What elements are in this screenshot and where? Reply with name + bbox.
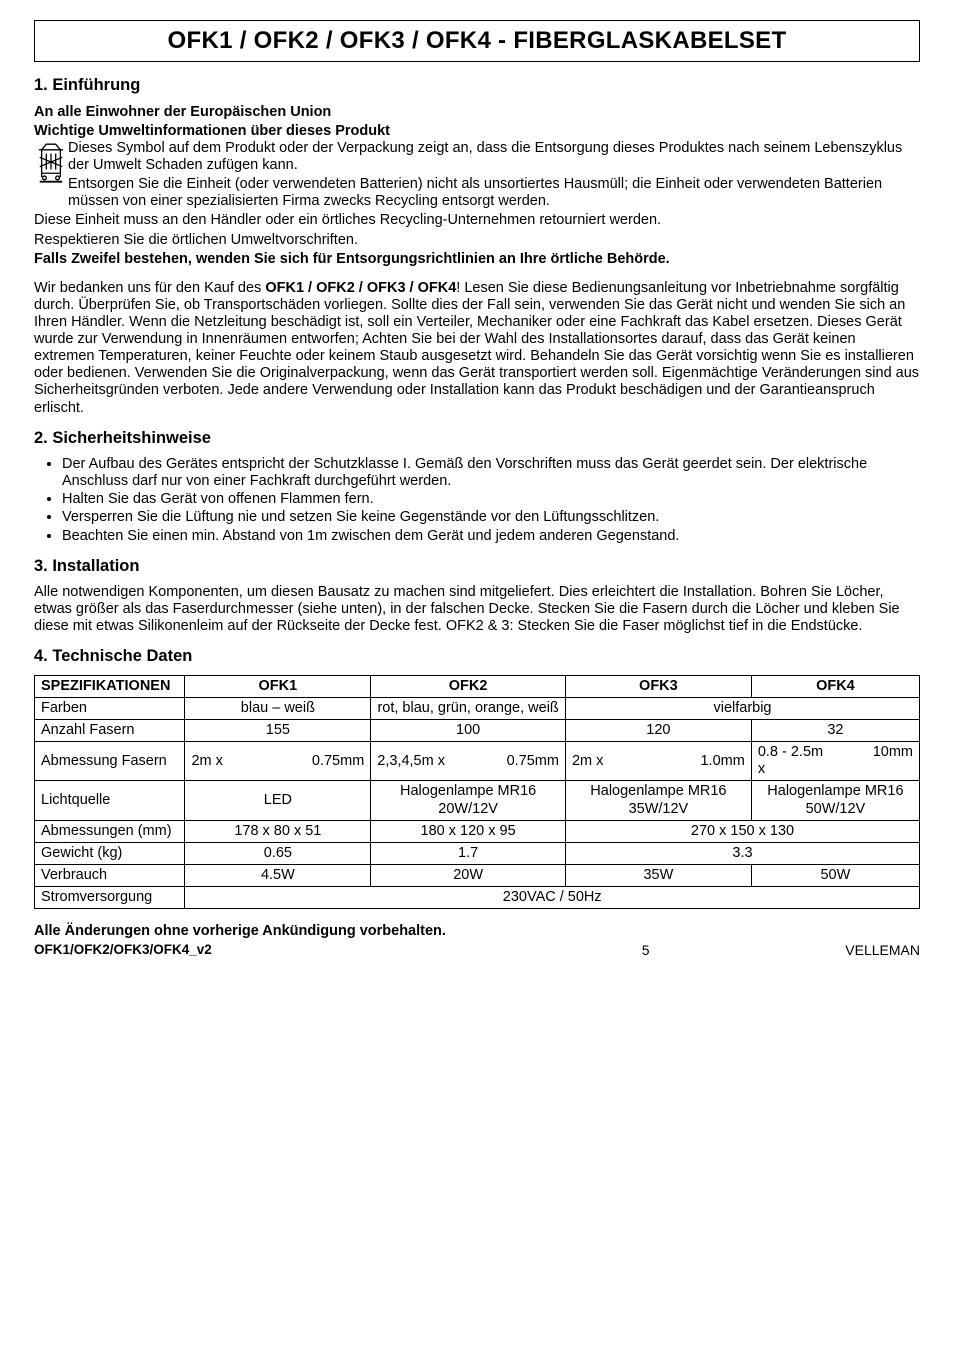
document-title: OFK1 / OFK2 / OFK3 / OFK4 - FIBERGLASKAB… (34, 20, 920, 62)
cell: 100 (371, 720, 566, 742)
intro-line2: Wichtige Umweltinformationen über dieses… (34, 123, 920, 140)
cell: 2m x0.75mm (185, 742, 371, 781)
cell-r: 1.0mm (658, 753, 744, 770)
safety-item: Versperren Sie die Lüftung nie und setze… (62, 509, 920, 526)
cell: 35W (565, 864, 751, 886)
intro-long-b: ! Lesen Sie diese Bedienungsanleitung vo… (34, 280, 919, 416)
section-2-heading: 2. Sicherheitshinweise (34, 429, 920, 448)
recycle-para-b: Entsorgen Sie die Einheit (oder verwende… (68, 176, 920, 210)
underline-bar (40, 181, 63, 183)
cell-label: Verbrauch (35, 864, 185, 886)
cell: LED (185, 781, 371, 820)
footer-changes: Alle Änderungen ohne vorherige Ankündigu… (34, 923, 446, 940)
col-head-ofk4: OFK4 (751, 675, 919, 697)
cell-l: 2m x (572, 753, 658, 770)
spec-table: SPEZIFIKATIONEN OFK1 OFK2 OFK3 OFK4 Farb… (34, 675, 920, 909)
cell: rot, blau, grün, orange, weiß (371, 698, 566, 720)
col-head-ofk2: OFK2 (371, 675, 566, 697)
table-row: Lichtquelle LED Halogenlampe MR16 20W/12… (35, 781, 920, 820)
cell: 32 (751, 720, 919, 742)
cell: 230VAC / 50Hz (185, 887, 920, 909)
cell: 155 (185, 720, 371, 742)
cell: 3.3 (565, 842, 919, 864)
safety-item: Der Aufbau des Gerätes entspricht der Sc… (62, 456, 920, 490)
cell: 2m x1.0mm (565, 742, 751, 781)
safety-item: Halten Sie das Gerät von offenen Flammen… (62, 491, 920, 508)
cell-label: Abmessungen (mm) (35, 820, 185, 842)
cell: Halogenlampe MR16 35W/12V (565, 781, 751, 820)
cell-label: Farben (35, 698, 185, 720)
intro-p4: Falls Zweifel bestehen, wenden Sie sich … (34, 251, 920, 268)
cell: Halogenlampe MR16 50W/12V (751, 781, 919, 820)
cell: 1.7 (371, 842, 566, 864)
section-4-heading: 4. Technische Daten (34, 647, 920, 666)
col-head-ofk1: OFK1 (185, 675, 371, 697)
install-para: Alle notwendigen Komponenten, um diesen … (34, 584, 920, 635)
table-row: Abmessung Fasern 2m x0.75mm 2,3,4,5m x0.… (35, 742, 920, 781)
table-row: Farben blau – weiß rot, blau, grün, oran… (35, 698, 920, 720)
cell-r: 10mm (835, 744, 913, 778)
table-row: SPEZIFIKATIONEN OFK1 OFK2 OFK3 OFK4 (35, 675, 920, 697)
cell-label: Abmessung Fasern (35, 742, 185, 781)
recycle-bin-icon (34, 140, 68, 189)
cell-r: 0.75mm (468, 753, 559, 770)
table-row: Anzahl Fasern 155 100 120 32 (35, 720, 920, 742)
cell-l: 2m x (191, 753, 277, 770)
cell: 0.65 (185, 842, 371, 864)
cell: vielfarbig (565, 698, 919, 720)
cell-l: 2,3,4,5m x (377, 753, 468, 770)
cell: 20W (371, 864, 566, 886)
intro-long-a: Wir bedanken uns für den Kauf des (34, 280, 265, 296)
cell: 270 x 150 x 130 (565, 820, 919, 842)
intro-p2: Diese Einheit muss an den Händler oder e… (34, 212, 920, 229)
cell: 180 x 120 x 95 (371, 820, 566, 842)
cell-label: Gewicht (kg) (35, 842, 185, 864)
section-3-heading: 3. Installation (34, 557, 920, 576)
cell-label: Lichtquelle (35, 781, 185, 820)
cell-label: Stromversorgung (35, 887, 185, 909)
page-footer: Alle Änderungen ohne vorherige Ankündigu… (34, 923, 920, 958)
intro-p3: Respektieren Sie die örtlichen Umweltvor… (34, 232, 920, 249)
col-head-ofk3: OFK3 (565, 675, 751, 697)
cell: 178 x 80 x 51 (185, 820, 371, 842)
col-head-spec: SPEZIFIKATIONEN (35, 675, 185, 697)
cell-label: Anzahl Fasern (35, 720, 185, 742)
table-row: Gewicht (kg) 0.65 1.7 3.3 (35, 842, 920, 864)
table-row: Verbrauch 4.5W 20W 35W 50W (35, 864, 920, 886)
cell: 50W (751, 864, 919, 886)
cell: 120 (565, 720, 751, 742)
safety-list: Der Aufbau des Gerätes entspricht der Sc… (34, 456, 920, 545)
cell-r: 0.75mm (278, 753, 364, 770)
cell: 0.8 - 2.5m x10mm (751, 742, 919, 781)
cell: blau – weiß (185, 698, 371, 720)
cell-l: 0.8 - 2.5m x (758, 744, 836, 778)
footer-brand: VELLEMAN (845, 942, 920, 959)
section-1-heading: 1. Einführung (34, 76, 920, 95)
table-row: Stromversorgung 230VAC / 50Hz (35, 887, 920, 909)
footer-doc: OFK1/OFK2/OFK3/OFK4_v2 (34, 942, 446, 958)
safety-item: Beachten Sie einen min. Abstand von 1m z… (62, 528, 920, 545)
intro-line1: An alle Einwohner der Europäischen Union (34, 104, 920, 121)
table-row: Abmessungen (mm) 178 x 80 x 51 180 x 120… (35, 820, 920, 842)
cell: 4.5W (185, 864, 371, 886)
cell: 2,3,4,5m x0.75mm (371, 742, 566, 781)
recycle-para-a: Dieses Symbol auf dem Produkt oder der V… (68, 140, 920, 174)
cell: Halogenlampe MR16 20W/12V (371, 781, 566, 820)
footer-page: 5 (642, 942, 650, 959)
recycle-block: Dieses Symbol auf dem Produkt oder der V… (34, 140, 920, 212)
intro-long-bold: OFK1 / OFK2 / OFK3 / OFK4 (265, 280, 456, 296)
intro-long: Wir bedanken uns für den Kauf des OFK1 /… (34, 280, 920, 417)
